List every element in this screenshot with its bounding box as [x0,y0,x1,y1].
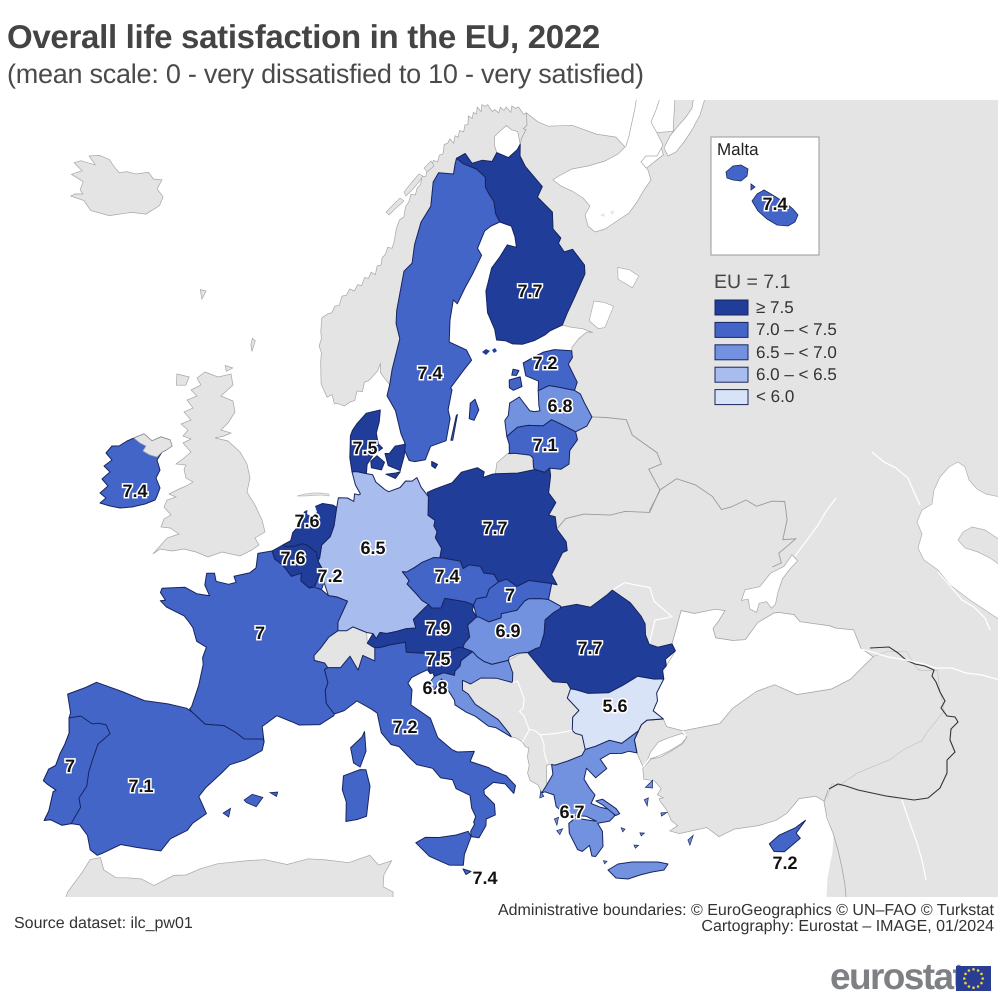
svg-text:7.5: 7.5 [352,438,377,458]
svg-text:5.6: 5.6 [602,696,627,716]
svg-text:7.4: 7.4 [434,566,459,586]
svg-text:≥ 7.5: ≥ 7.5 [756,298,794,317]
svg-text:6.0 – < 6.5: 6.0 – < 6.5 [756,365,837,384]
svg-text:7.1: 7.1 [532,435,557,455]
svg-text:7.6: 7.6 [294,511,319,531]
svg-text:6.5: 6.5 [360,538,385,558]
svg-text:7.7: 7.7 [482,518,507,538]
svg-text:7: 7 [505,585,515,605]
svg-text:7.4: 7.4 [417,363,442,383]
svg-text:7.1: 7.1 [128,776,153,796]
svg-text:6.8: 6.8 [422,678,447,698]
svg-text:7: 7 [65,756,75,776]
svg-text:7.0 – < 7.5: 7.0 – < 7.5 [756,320,837,339]
svg-text:7.7: 7.7 [517,281,542,301]
svg-text:6.8: 6.8 [547,396,572,416]
svg-text:7.4: 7.4 [122,481,147,501]
svg-text:7.4: 7.4 [472,868,497,888]
svg-text:7.7: 7.7 [577,638,602,658]
svg-text:6.9: 6.9 [495,621,520,641]
svg-text:7.2: 7.2 [532,353,557,373]
svg-text:7: 7 [255,623,265,643]
svg-text:6.7: 6.7 [559,802,584,822]
svg-text:7.9: 7.9 [425,618,450,638]
svg-text:7.2: 7.2 [392,717,417,737]
svg-text:7.2: 7.2 [317,566,342,586]
svg-text:eurostat: eurostat [830,957,964,997]
svg-text:7.2: 7.2 [772,853,797,873]
svg-text:7.5: 7.5 [425,649,450,669]
svg-text:6.5 – < 7.0: 6.5 – < 7.0 [756,343,837,362]
svg-text:7.4: 7.4 [762,194,787,214]
svg-text:< 6.0: < 6.0 [756,387,794,406]
svg-text:EU = 7.1: EU = 7.1 [714,271,790,293]
svg-text:Malta: Malta [717,140,759,159]
svg-text:7.6: 7.6 [280,548,305,568]
